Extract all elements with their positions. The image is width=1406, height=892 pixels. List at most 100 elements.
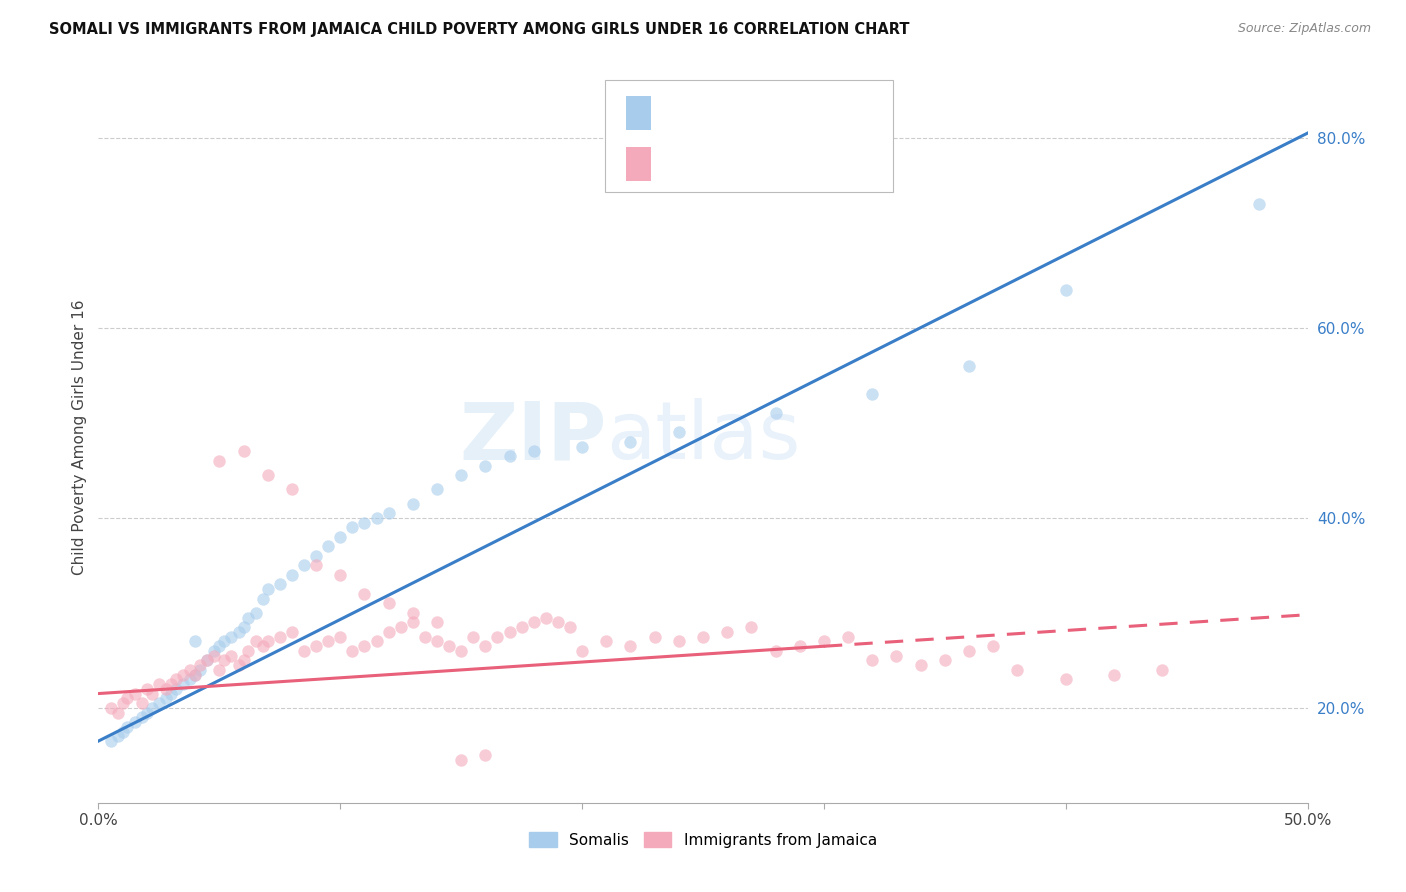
Point: [155, 691, 177, 706]
Point: [595, 634, 617, 648]
Point: [232, 444, 254, 458]
Point: [510, 620, 533, 634]
Point: [353, 639, 375, 653]
Point: [886, 648, 908, 663]
Point: [474, 458, 496, 473]
Point: [366, 511, 388, 525]
Point: [571, 644, 593, 658]
Point: [498, 624, 520, 639]
Point: [316, 634, 339, 648]
Point: [100, 701, 122, 715]
Point: [934, 653, 956, 667]
Point: [256, 468, 278, 483]
Point: [281, 483, 304, 497]
Point: [426, 615, 449, 630]
Point: [188, 663, 211, 677]
Point: [450, 753, 472, 767]
Point: [184, 667, 207, 681]
Text: 86: 86: [803, 156, 824, 171]
Point: [765, 406, 787, 420]
Point: [957, 359, 980, 373]
Point: [292, 644, 315, 658]
Point: [329, 567, 352, 582]
Point: [228, 624, 250, 639]
Point: [148, 696, 170, 710]
Text: N =: N =: [766, 156, 800, 171]
Text: atlas: atlas: [606, 398, 800, 476]
Point: [245, 634, 267, 648]
Point: [523, 615, 546, 630]
Point: [195, 653, 218, 667]
Point: [558, 620, 581, 634]
Point: [571, 440, 593, 454]
Point: [204, 648, 226, 663]
Point: [281, 624, 304, 639]
Point: [212, 634, 235, 648]
Point: [377, 624, 399, 639]
Point: [232, 653, 254, 667]
Point: [188, 658, 211, 673]
Point: [135, 681, 157, 696]
Point: [377, 596, 399, 610]
Point: [413, 630, 436, 644]
Point: [160, 677, 183, 691]
Point: [402, 615, 425, 630]
Point: [316, 539, 339, 553]
Point: [860, 653, 883, 667]
Point: [204, 644, 226, 658]
Point: [256, 634, 278, 648]
Point: [172, 667, 194, 681]
Point: [342, 520, 364, 534]
Point: [155, 681, 177, 696]
Point: [740, 620, 762, 634]
Point: [426, 634, 449, 648]
Point: [238, 610, 260, 624]
Point: [463, 630, 485, 644]
Point: [305, 549, 328, 563]
Text: 52: 52: [803, 105, 824, 120]
Point: [165, 673, 187, 687]
Point: [111, 724, 134, 739]
Point: [329, 530, 352, 544]
Legend: Somalis, Immigrants from Jamaica: Somalis, Immigrants from Jamaica: [523, 825, 883, 854]
Point: [716, 624, 738, 639]
Point: [523, 444, 546, 458]
Point: [179, 663, 201, 677]
Point: [107, 706, 129, 720]
Point: [437, 639, 460, 653]
Point: [474, 639, 496, 653]
Text: 0.139: 0.139: [696, 156, 744, 171]
Point: [124, 687, 146, 701]
Point: [252, 639, 274, 653]
Point: [179, 673, 201, 687]
Point: [281, 567, 304, 582]
Point: [402, 497, 425, 511]
Point: [366, 634, 388, 648]
Point: [131, 696, 153, 710]
Point: [1102, 667, 1125, 681]
Point: [910, 658, 932, 673]
Point: [450, 468, 472, 483]
Point: [208, 663, 231, 677]
Point: [389, 620, 412, 634]
Point: [765, 644, 787, 658]
Point: [1054, 283, 1077, 297]
Y-axis label: Child Poverty Among Girls Under 16: Child Poverty Among Girls Under 16: [72, 300, 87, 574]
Point: [107, 729, 129, 743]
Point: [252, 591, 274, 606]
Point: [1152, 663, 1174, 677]
Point: [269, 630, 291, 644]
Point: [221, 630, 243, 644]
Point: [208, 639, 231, 653]
Point: [486, 630, 509, 644]
Point: [957, 644, 980, 658]
Point: [329, 630, 352, 644]
Point: [165, 681, 187, 696]
Point: [644, 630, 666, 644]
Point: [141, 687, 163, 701]
Point: [135, 706, 157, 720]
Text: N =: N =: [766, 105, 800, 120]
Point: [474, 748, 496, 763]
Point: [117, 720, 139, 734]
Text: SOMALI VS IMMIGRANTS FROM JAMAICA CHILD POVERTY AMONG GIRLS UNDER 16 CORRELATION: SOMALI VS IMMIGRANTS FROM JAMAICA CHILD …: [49, 22, 910, 37]
